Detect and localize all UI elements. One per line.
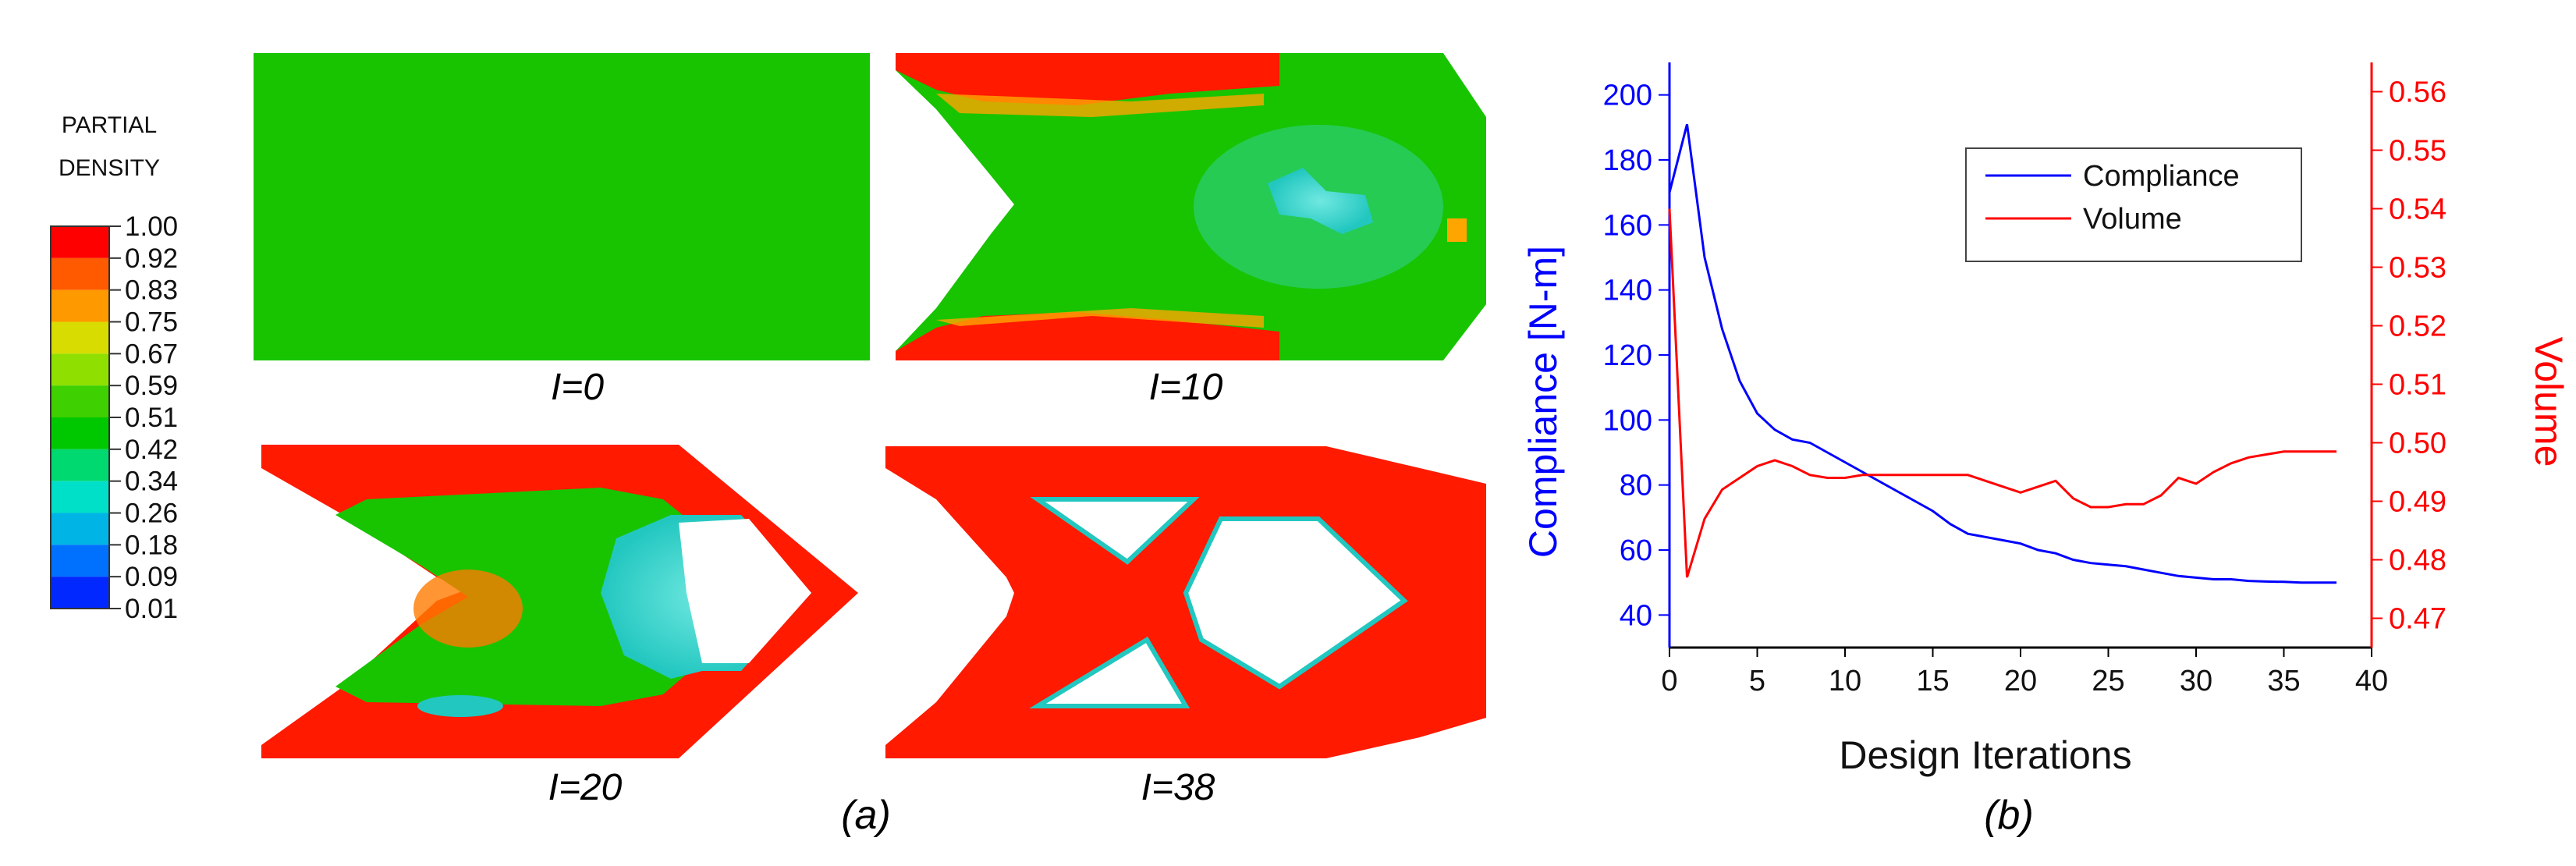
y-tick-label: 200 bbox=[1603, 80, 1652, 112]
legend-value: 0.92 bbox=[125, 243, 178, 274]
legend-value: 0.83 bbox=[125, 275, 178, 306]
legend-swatch bbox=[51, 449, 109, 481]
density-region-empty bbox=[1029, 636, 1190, 708]
y-tick-label: 160 bbox=[1603, 209, 1652, 242]
y-tick-label: 80 bbox=[1620, 470, 1652, 502]
panel-b-caption: (b) bbox=[1984, 793, 2034, 838]
legend-swatch bbox=[51, 481, 109, 513]
snapshot-i20 bbox=[261, 445, 858, 758]
snapshot-i10 bbox=[896, 53, 1486, 360]
legend-swatch bbox=[51, 289, 109, 322]
x-axis-label: Design Iterations bbox=[1839, 733, 2131, 777]
legend-box bbox=[1965, 147, 2302, 262]
density-region-empty bbox=[679, 519, 811, 663]
legend-label: Volume bbox=[2083, 203, 2182, 236]
snapshot-caption: I=20 bbox=[548, 767, 623, 808]
y-tick-label: 140 bbox=[1603, 275, 1652, 307]
x-tick-label: 30 bbox=[2180, 665, 2212, 697]
legend-swatch bbox=[51, 226, 109, 258]
legend-value: 0.75 bbox=[125, 307, 178, 338]
density-region-void bbox=[417, 695, 503, 717]
density-region-empty bbox=[1030, 497, 1200, 565]
legend-value: 0.59 bbox=[125, 371, 178, 401]
y2-tick-label: 0.52 bbox=[2389, 311, 2446, 343]
snapshot-i38 bbox=[885, 446, 1486, 758]
legend-value: 0.09 bbox=[125, 562, 178, 592]
series-line-volume bbox=[1668, 208, 2336, 578]
y2-tick-label: 0.54 bbox=[2389, 193, 2446, 226]
density-region-mid bbox=[936, 308, 1264, 328]
legend-value: 1.00 bbox=[125, 211, 178, 242]
x-tick-label: 35 bbox=[2267, 665, 2300, 697]
chart-axes: 0 5 10 15 20 25 30 35 40 40 60 80 100 120 140 160 180 200… bbox=[1603, 62, 2446, 697]
legend-swatch bbox=[51, 513, 109, 545]
legend-swatch bbox=[51, 385, 109, 417]
snapshot-caption: I=10 bbox=[1149, 367, 1223, 408]
x-tick-label: 20 bbox=[2004, 665, 2037, 697]
legend-value: 0.51 bbox=[125, 403, 178, 433]
y2-tick-label: 0.48 bbox=[2389, 545, 2446, 577]
y2-tick-label: 0.50 bbox=[2389, 428, 2446, 460]
legend-value: 0.34 bbox=[125, 467, 178, 497]
x-tick-label: 5 bbox=[1749, 665, 1765, 697]
legend-swatch bbox=[51, 321, 109, 354]
y2-tick-label: 0.47 bbox=[2389, 603, 2446, 636]
y-axis-label: Compliance [N-m] bbox=[1521, 246, 1565, 558]
series-line-compliance bbox=[1668, 123, 2336, 584]
snapshot-caption: I=0 bbox=[551, 367, 604, 408]
x-tick-label: 0 bbox=[1661, 665, 1677, 697]
legend-swatch bbox=[51, 545, 109, 577]
density-region-mid bbox=[413, 570, 523, 648]
legend-swatch bbox=[51, 353, 109, 386]
legend-title-line1: PARTIAL bbox=[62, 112, 157, 138]
density-region-mid bbox=[1447, 218, 1467, 242]
legend-value: 0.42 bbox=[125, 435, 178, 465]
legend-value: 0.26 bbox=[125, 499, 178, 529]
x-tick-label: 10 bbox=[1829, 665, 1861, 697]
x-tick-label: 15 bbox=[1916, 665, 1949, 697]
y-tick-label: 120 bbox=[1603, 339, 1652, 372]
snapshot-caption: I=38 bbox=[1141, 767, 1215, 808]
legend-value: 0.67 bbox=[125, 339, 178, 369]
density-region-empty bbox=[1326, 718, 1486, 758]
y-tick-label: 100 bbox=[1603, 404, 1652, 437]
y2-tick-label: 0.49 bbox=[2389, 486, 2446, 519]
legend-value: 0.18 bbox=[125, 530, 178, 560]
density-region-high bbox=[896, 53, 1279, 105]
y-tick-label: 60 bbox=[1620, 534, 1652, 567]
legend-swatch bbox=[51, 417, 109, 449]
legend-value: 0.01 bbox=[125, 594, 178, 624]
snapshot-i0 bbox=[254, 53, 870, 360]
panel-a-caption: (a) bbox=[841, 793, 891, 838]
chart-legend: Compliance Volume bbox=[1965, 147, 2302, 262]
density-region-void bbox=[1268, 168, 1373, 234]
compliance-volume-chart: 0 5 10 15 20 25 30 35 40 40 60 80 100 120 140 160 180 200… bbox=[1521, 62, 2571, 838]
density-region-high bbox=[896, 312, 1279, 360]
density-region-empty bbox=[1326, 446, 1486, 484]
density-legend: 1.000.920.830.750.670.590.510.420.340.26… bbox=[50, 211, 178, 624]
legend-swatch bbox=[51, 577, 109, 609]
legend-title-line2: DENSITY bbox=[59, 155, 160, 181]
legend-swatch bbox=[51, 257, 109, 290]
x-tick-label: 25 bbox=[2092, 665, 2124, 697]
panel-a: PARTIAL DENSITY 1.000.920.830.750.670.59… bbox=[50, 53, 1486, 838]
y-tick-label: 180 bbox=[1603, 144, 1652, 177]
y2-tick-label: 0.53 bbox=[2389, 252, 2446, 285]
chart-series bbox=[1668, 123, 2336, 584]
density-field bbox=[254, 53, 870, 360]
legend-label: Compliance bbox=[2083, 160, 2240, 193]
y2-axis-label: Volume bbox=[2527, 337, 2571, 467]
y2-tick-label: 0.51 bbox=[2389, 369, 2446, 402]
y-tick-label: 40 bbox=[1620, 599, 1652, 632]
y2-tick-label: 0.55 bbox=[2389, 135, 2446, 168]
density-region-high bbox=[885, 446, 1486, 758]
x-tick-label: 40 bbox=[2355, 665, 2388, 697]
y2-tick-label: 0.56 bbox=[2389, 76, 2446, 109]
density-region-mid bbox=[936, 94, 1264, 117]
density-region-empty bbox=[1183, 516, 1408, 690]
